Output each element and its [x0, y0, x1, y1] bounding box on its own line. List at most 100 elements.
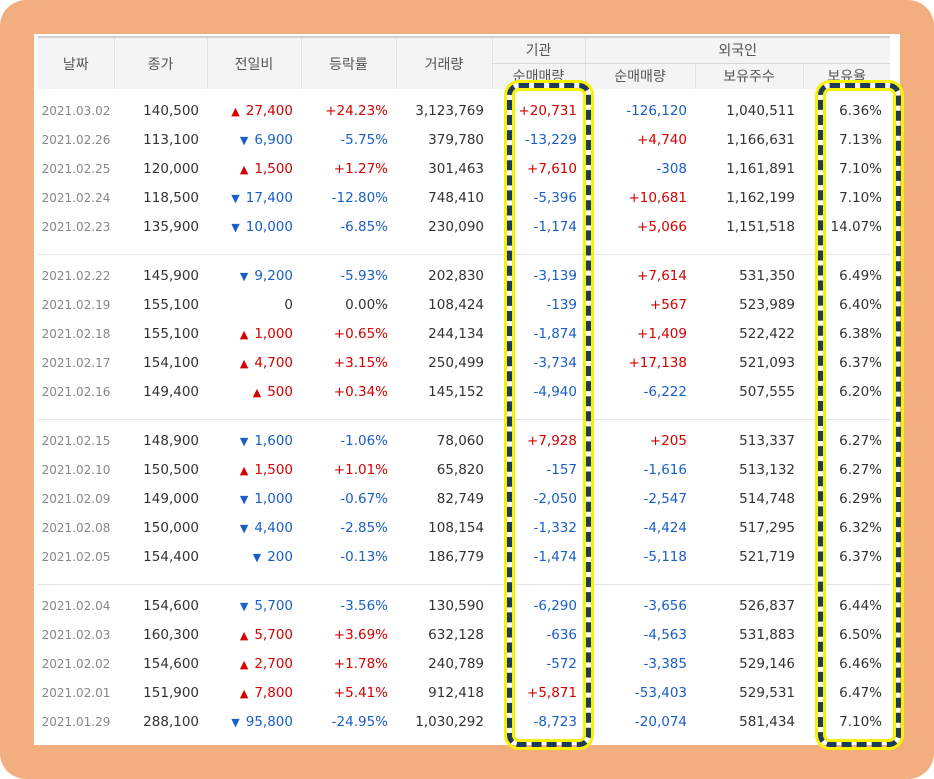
spacer-cell	[38, 419, 890, 426]
cell-date: 2021.03.02	[41, 103, 111, 118]
cell-volume: 108,424	[428, 296, 484, 313]
cell-volume: 379,780	[428, 131, 484, 148]
cell-inst-net: -4,940	[533, 383, 577, 400]
cell-rate: +1.27%	[333, 160, 388, 177]
cell-volume: 130,590	[428, 597, 484, 614]
group-divider	[38, 571, 890, 585]
cell-inst-net: -13,229	[524, 131, 577, 148]
cell-foreign-net: -6,222	[643, 383, 687, 400]
cell-close: 154,400	[143, 548, 199, 565]
cell-volume: 202,830	[428, 267, 484, 284]
cell-inst-net: +7,610	[527, 160, 577, 177]
cell-change: 27,400	[207, 96, 301, 125]
row-spacer	[38, 584, 890, 591]
cell-close: 150,000	[143, 519, 199, 536]
cell-change: 17,400	[207, 183, 301, 212]
table-row: 2021.02.17 154,100 4,700 +3.15% 250,499 -3,73…	[38, 348, 890, 377]
cell-foreign-hold: 513,132	[739, 461, 795, 478]
cell-foreign-net: -53,403	[634, 684, 687, 701]
cell-inst-net: -1,874	[533, 325, 577, 342]
cell-close: 148,900	[143, 432, 199, 449]
cell-rate: -0.13%	[340, 548, 388, 565]
cell-inst-net: -1,474	[533, 548, 577, 565]
cell-volume: 250,499	[428, 354, 484, 371]
cell-close: 154,100	[143, 354, 199, 371]
cell-change: 10,000	[207, 212, 301, 241]
cell-change: 7,800	[207, 678, 301, 707]
cell-rate: +24.23%	[325, 102, 388, 119]
cell-foreign-ratio: 6.37%	[839, 354, 882, 371]
cell-date: 2021.02.24	[41, 190, 111, 205]
cell-foreign-hold: 1,161,891	[726, 160, 795, 177]
cell-inst-net: -139	[546, 296, 577, 313]
spacer-cell	[38, 89, 890, 96]
cell-foreign-ratio: 6.47%	[839, 684, 882, 701]
row-spacer	[38, 254, 890, 261]
cell-close: 155,100	[143, 325, 199, 342]
cell-foreign-ratio: 7.10%	[839, 713, 882, 730]
header-inst-net: 순매매량	[491, 62, 585, 89]
cell-foreign-ratio: 6.20%	[839, 383, 882, 400]
group-divider	[38, 241, 890, 255]
cell-volume: 244,134	[428, 325, 484, 342]
cell-foreign-ratio: 6.38%	[839, 325, 882, 342]
cell-date: 2021.02.25	[41, 161, 111, 176]
cell-volume: 3,123,769	[415, 102, 484, 119]
table-row: 2021.02.16 149,400 500 +0.34% 145,152 -4,940 -…	[38, 377, 890, 406]
cell-rate: -5.93%	[340, 267, 388, 284]
cell-date: 2021.02.05	[41, 549, 111, 564]
cell-foreign-ratio: 6.27%	[839, 461, 882, 478]
cell-foreign-hold: 521,719	[739, 548, 795, 565]
table-row: 2021.02.24 118,500 17,400 -12.80% 748,410 -5,…	[38, 183, 890, 212]
cell-rate: -2.85%	[340, 519, 388, 536]
cell-foreign-net: -3,656	[643, 597, 687, 614]
cell-foreign-ratio: 6.46%	[839, 655, 882, 672]
cell-date: 2021.02.23	[41, 219, 111, 234]
cell-change: 1,000	[207, 484, 301, 513]
header-close: 종가	[113, 36, 207, 89]
cell-rate: -5.75%	[340, 131, 388, 148]
cell-volume: 240,789	[428, 655, 484, 672]
cell-close: 145,900	[143, 267, 199, 284]
header-foreign-net: 순매매량	[584, 62, 695, 89]
cell-foreign-ratio: 6.29%	[839, 490, 882, 507]
cell-close: 149,000	[143, 490, 199, 507]
table-row: 2021.02.08 150,000 4,400 -2.85% 108,154 -1,33…	[38, 513, 890, 542]
table-row: 2021.02.01 151,900 7,800 +5.41% 912,418 +5,87…	[38, 678, 890, 707]
table-body: 2021.03.02 140,500 27,400 +24.23% 3,123,769 +…	[38, 89, 890, 736]
header-date: 날짜	[38, 36, 114, 89]
daily-trading-table: 날짜 종가 전일비 등락률 거래량 기관 외국인 순매매량 순매매량 보유주수 …	[38, 36, 890, 736]
header-change: 전일비	[206, 36, 301, 89]
table-row: 2021.02.05 154,400 200 -0.13% 186,779 -1,474 -…	[38, 542, 890, 571]
cell-volume: 145,152	[428, 383, 484, 400]
cell-inst-net: -5,396	[533, 189, 577, 206]
cell-foreign-ratio: 14.07%	[830, 218, 882, 235]
cell-date: 2021.02.18	[41, 326, 111, 341]
table-row: 2021.02.02 154,600 2,700 +1.78% 240,789 -572 -…	[38, 649, 890, 678]
cell-rate: +3.69%	[333, 626, 388, 643]
cell-change: 500	[207, 377, 301, 406]
cell-foreign-ratio: 7.13%	[839, 131, 882, 148]
cell-inst-net: -8,723	[533, 713, 577, 730]
table-row: 2021.03.02 140,500 27,400 +24.23% 3,123,769 +…	[38, 96, 890, 125]
cell-foreign-hold: 581,434	[739, 713, 795, 730]
cell-volume: 748,410	[428, 189, 484, 206]
cell-date: 2021.02.03	[41, 627, 111, 642]
cell-date: 2021.02.01	[41, 685, 111, 700]
cell-close: 150,500	[143, 461, 199, 478]
cell-rate: +3.15%	[333, 354, 388, 371]
cell-close: 154,600	[143, 597, 199, 614]
header-foreign-ratio: 보유율	[802, 62, 890, 89]
cell-date: 2021.02.16	[41, 384, 111, 399]
cell-foreign-net: -308	[656, 160, 687, 177]
header-foreign-hold: 보유주수	[694, 62, 803, 89]
cell-foreign-hold: 513,337	[739, 432, 795, 449]
cell-close: 151,900	[143, 684, 199, 701]
cell-foreign-hold: 1,166,631	[726, 131, 795, 148]
cell-close: 120,000	[143, 160, 199, 177]
cell-volume: 1,030,292	[415, 713, 484, 730]
cell-change: 5,700	[207, 591, 301, 620]
cell-foreign-ratio: 6.50%	[839, 626, 882, 643]
cell-change: 1,000	[207, 319, 301, 348]
